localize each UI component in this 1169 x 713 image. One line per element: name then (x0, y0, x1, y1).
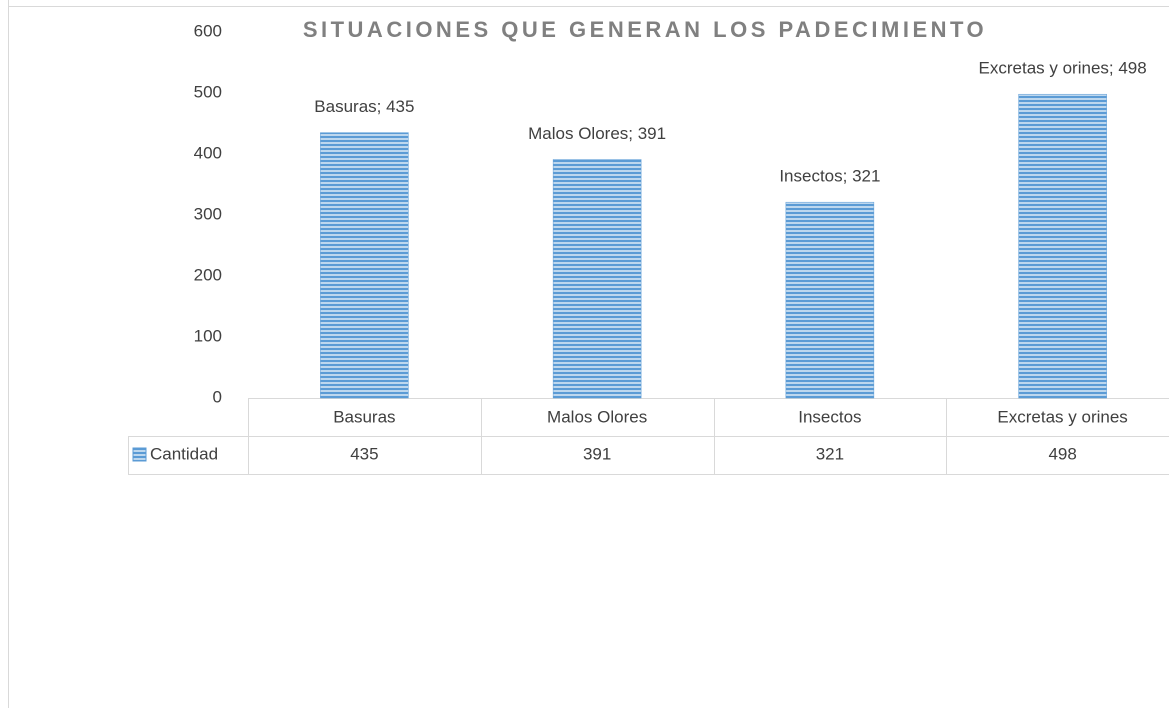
data-label: Malos Olores; 391 (528, 124, 666, 143)
x-tick-label: Basuras (333, 407, 395, 426)
x-tick-label: Excretas y orines (997, 407, 1127, 426)
y-tick-label: 300 (194, 204, 222, 223)
bar (785, 201, 875, 399)
y-tick-label: 400 (194, 143, 222, 162)
bar (320, 132, 409, 399)
y-tick-label: 100 (194, 326, 222, 345)
table-value: 435 (350, 444, 378, 463)
y-tick-label: 600 (194, 21, 222, 40)
table-value: 391 (583, 444, 611, 463)
data-label: Excretas y orines; 498 (979, 59, 1147, 78)
bar (552, 159, 642, 399)
data-label: Insectos; 321 (779, 167, 880, 186)
table-value: 498 (1048, 444, 1076, 463)
x-tick-label: Malos Olores (547, 407, 647, 426)
x-tick-label: Insectos (798, 407, 861, 426)
legend-swatch (132, 447, 147, 462)
table-value: 321 (816, 444, 844, 463)
legend-label: Cantidad (150, 444, 218, 463)
y-tick-label: 0 (213, 387, 222, 406)
bar (1018, 93, 1107, 399)
y-tick-label: 500 (194, 82, 222, 101)
chart-title: SITUACIONES QUE GENERAN LOS PADECIMIENTO (303, 17, 987, 42)
data-label: Basuras; 435 (314, 97, 414, 116)
y-tick-label: 200 (194, 265, 222, 284)
